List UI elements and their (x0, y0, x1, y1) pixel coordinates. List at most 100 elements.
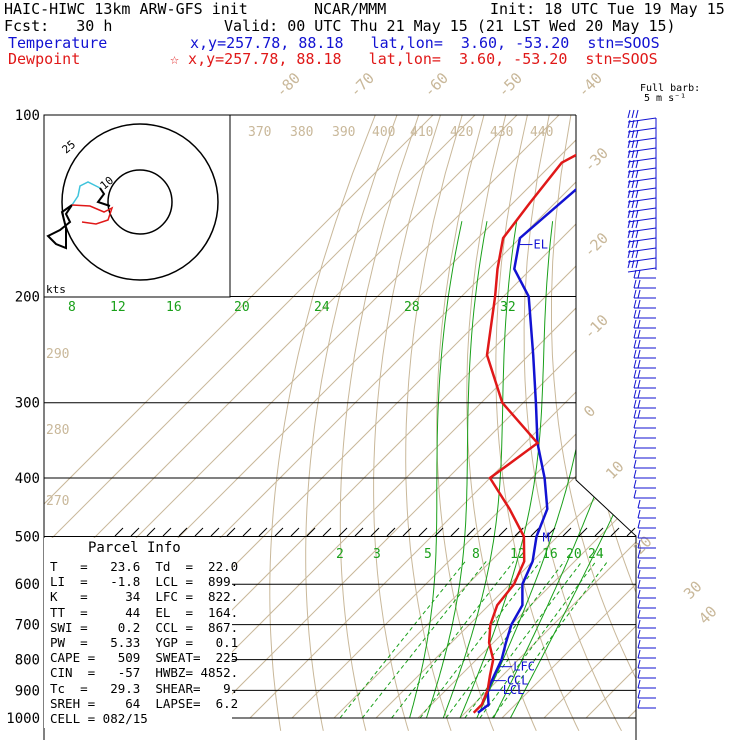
wind-barb (627, 117, 657, 123)
model-title: HAIC-HIWC 13km ARW-GFS init (4, 0, 248, 18)
wind-barb (627, 227, 657, 233)
wind-barb-flag (633, 279, 637, 289)
wind-barb-flag (633, 339, 637, 349)
level-marker-label: LFC (513, 660, 535, 674)
temperature-legend: Temperature (8, 34, 108, 52)
wind-barb-flag (637, 639, 641, 649)
isotherm-line (44, 115, 476, 719)
wind-barb-flag (631, 239, 635, 249)
hatch-tick (130, 527, 140, 537)
wind-barb-flag (631, 199, 635, 209)
wind-barb-flag (633, 329, 637, 339)
hatch-tick (594, 527, 604, 537)
wind-barb-flag (633, 399, 637, 409)
wind-barb-flag (633, 299, 637, 309)
wind-barb-flag (631, 149, 635, 159)
wind-barb-flag (627, 149, 631, 159)
theta-e-label: 8 (68, 300, 76, 315)
wind-barb-flag (637, 309, 641, 319)
mixing-ratio-label: 20 (566, 547, 582, 562)
dry-adiabat-line (551, 115, 636, 732)
wind-barb-flag (637, 559, 641, 569)
wind-barb-flag (637, 409, 641, 419)
hatch-tick (242, 527, 252, 537)
wind-barb-flag (637, 629, 641, 639)
parcel-info-row: K = 34 LFC = 822. (50, 589, 239, 605)
wind-barb-flag (637, 389, 641, 399)
wind-barb-flag (631, 139, 635, 149)
dry-adiabat-line (700, 115, 740, 731)
hatch-tick (562, 527, 572, 537)
wind-barb-flag (627, 169, 631, 179)
wind-barb-flag (633, 449, 637, 459)
wind-barb (627, 257, 657, 263)
parcel-info-row: CELL = 082/15 (50, 711, 148, 726)
wind-barb (627, 247, 657, 253)
wind-barb-flag (631, 209, 635, 219)
mixing-ratio-line (361, 561, 487, 719)
hatch-tick (450, 527, 460, 537)
barb-legend-line1: Full barb: (640, 83, 701, 94)
dewpoint-legend: Dewpoint (8, 50, 81, 68)
dry-adiabat-line (436, 115, 495, 731)
moist-adiabat-line (509, 221, 636, 719)
wind-barb-flag (635, 259, 639, 269)
wind-barb-flag (627, 139, 631, 149)
wind-barb-flag (627, 209, 631, 219)
wind-barb-flag (627, 189, 631, 199)
wind-barb-flag (633, 479, 637, 489)
wind-barb-flag (637, 679, 641, 689)
dewpoint-profile (472, 115, 636, 714)
wind-barb-flag (637, 329, 641, 339)
wind-barb-flag (637, 619, 641, 629)
dry-adiabat-line (466, 115, 537, 732)
dry-adiabat-line (339, 115, 420, 731)
init-time: Init: 18 UTC Tue 19 May 15 (490, 0, 725, 18)
wind-barb (627, 147, 657, 153)
pressure-tick-label: 500 (15, 529, 40, 545)
mixing-ratio-label: 3 (373, 547, 381, 562)
wind-barb-flag (627, 219, 631, 229)
isotherm-label: 0 (580, 402, 599, 421)
parcel-info-row: Tc = 29.3 SHEAR= 9. (50, 680, 239, 696)
wind-barb (627, 137, 657, 143)
wind-barb-flag (637, 279, 641, 289)
isotherm-label: -70 (346, 69, 378, 101)
temperature-location: x,y=257.78, 88.18 lat,lon= 3.60, -53.20 … (190, 34, 660, 52)
hatch-tick (290, 527, 300, 537)
dry-adiabat-line (677, 115, 740, 731)
pressure-tick-label: 100 (15, 108, 40, 124)
dry-adiabat-line (723, 115, 740, 731)
pressure-tick-label: 900 (15, 683, 40, 699)
wind-barb (627, 177, 657, 183)
wind-barb-flag (633, 309, 637, 319)
isotherm-line (207, 115, 636, 719)
hatch-tick (626, 527, 636, 537)
wind-barb-flag (635, 169, 639, 179)
wind-barb (627, 197, 657, 203)
wind-barb-flag (627, 109, 631, 119)
theta-e-label: 16 (166, 300, 182, 315)
pressure-tick-label: 800 (15, 653, 40, 669)
hatch-tick (386, 527, 396, 537)
wind-barb-flag (637, 549, 641, 559)
wind-barb-flag (635, 129, 639, 139)
theta-label: 280 (46, 423, 69, 438)
isotherm-line (459, 115, 636, 719)
wind-barb (627, 267, 657, 273)
hodograph-trace-lower (71, 204, 114, 225)
wind-barb-flag (627, 199, 631, 209)
mixing-ratio-line (445, 561, 565, 719)
wind-barb-flag (631, 109, 635, 119)
wind-barb-flag (631, 219, 635, 229)
wind-barb-flag (631, 249, 635, 259)
wind-barb-flag (633, 439, 637, 449)
isotherm-line (249, 115, 636, 719)
dry-adiabat-line (523, 115, 622, 732)
hatch-tick (194, 527, 204, 537)
parcel-info-row: SWI = 0.2 CCL = 867. (50, 619, 239, 635)
moist-adiabat-line (409, 221, 463, 719)
mixing-ratio-line (419, 561, 541, 719)
isotherm-label: 30 (680, 577, 706, 603)
wind-barb-flag (627, 249, 631, 259)
